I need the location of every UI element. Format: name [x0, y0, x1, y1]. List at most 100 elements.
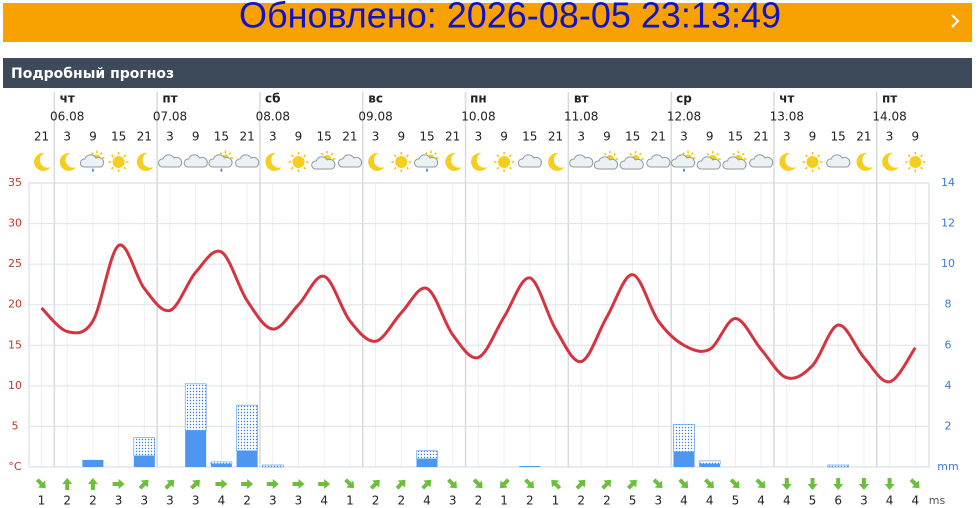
arrow-shape — [472, 478, 483, 489]
arrow-shape — [138, 479, 149, 490]
moon — [265, 152, 282, 171]
sun-ray — [425, 152, 428, 155]
day-name: пн — [470, 92, 487, 106]
chevron[interactable] — [951, 14, 960, 28]
y-tick-label: 15 — [8, 338, 22, 351]
sun — [112, 156, 125, 168]
moon — [368, 152, 385, 171]
wind-speed: 4 — [886, 494, 894, 508]
moon — [882, 152, 899, 171]
wind-speed: 3 — [654, 494, 662, 508]
wind-arrow — [138, 479, 149, 490]
weather-icon — [158, 154, 183, 168]
wind-arrow — [35, 478, 46, 489]
hour-label: 15 — [317, 130, 332, 144]
y-tick-label: 20 — [8, 298, 22, 311]
arrow-shape — [215, 479, 228, 489]
cloud — [619, 156, 644, 170]
weather-icon — [696, 151, 721, 170]
hour-label: 9 — [192, 130, 200, 144]
arrow-shape — [755, 478, 766, 489]
hour-label: 3 — [63, 130, 71, 144]
sun-ray — [393, 166, 397, 170]
wind-arrow — [833, 478, 844, 490]
weather-icon — [905, 152, 926, 172]
y2-tick-label: mm — [937, 460, 958, 473]
hour-label: 21 — [445, 130, 460, 144]
arrow-shape — [652, 478, 663, 489]
cloud — [671, 154, 696, 168]
precip-extra-bar — [698, 460, 721, 465]
sun-ray — [290, 154, 294, 158]
wind-arrow — [755, 478, 766, 489]
sun-ray — [638, 152, 642, 156]
wind-arrow — [575, 479, 586, 490]
hour-label: 3 — [475, 130, 483, 144]
wind-speed: 2 — [63, 494, 71, 508]
wind-speed: 3 — [860, 494, 868, 508]
wind-arrow — [729, 478, 740, 489]
sun-ray — [393, 154, 397, 158]
cloud — [593, 156, 619, 170]
arrow-shape — [344, 478, 355, 489]
day-name: чт — [60, 92, 75, 106]
weather-icon — [569, 154, 594, 168]
sun-ray — [123, 166, 127, 170]
y2-tick-label: 10 — [941, 257, 955, 270]
wind-arrow — [601, 479, 612, 490]
sun-ray — [817, 154, 821, 158]
sun-ray — [716, 152, 719, 156]
sun-ray — [91, 152, 94, 155]
hour-label: 3 — [372, 130, 380, 144]
wind-arrow — [369, 479, 380, 490]
wind-speed: 2 — [526, 494, 534, 508]
weather-icon — [779, 152, 796, 171]
arrow-shape — [190, 479, 200, 490]
weather-icon — [646, 154, 671, 168]
hour-label: 3 — [886, 130, 894, 144]
wind-speed: 2 — [475, 494, 483, 508]
moon — [445, 152, 462, 171]
wind-arrow — [266, 479, 279, 489]
sun-ray — [920, 154, 923, 158]
arrow-shape — [292, 479, 305, 489]
chart: °C5101520253035mm2468101214чт06.08пт07.0… — [8, 92, 959, 508]
y-tick-label: 25 — [8, 257, 22, 270]
y-tick-label: 35 — [8, 176, 22, 189]
wind-arrow — [395, 479, 406, 490]
sun-ray — [290, 166, 294, 170]
arrow-shape — [909, 478, 920, 489]
day-date: 11.08 — [564, 110, 598, 124]
weather-icon — [470, 152, 488, 171]
arrow-shape — [35, 478, 46, 489]
wind-speed: 3 — [166, 494, 174, 508]
wind-arrow — [87, 478, 98, 490]
hour-label: 15 — [625, 130, 640, 144]
hour-label: 9 — [295, 130, 303, 144]
cloud — [235, 154, 260, 168]
sun-ray — [219, 152, 223, 155]
hour-label: 21 — [342, 130, 357, 144]
wind-arrow — [858, 478, 869, 490]
arrow-shape — [395, 479, 406, 490]
hour-label: 3 — [166, 130, 174, 144]
wind-speed: 4 — [423, 494, 431, 508]
weather-icon — [265, 152, 282, 171]
weather-icon — [136, 152, 154, 171]
weather-icon — [517, 154, 542, 168]
wind-speed: 3 — [449, 494, 457, 508]
wind-arrow — [62, 478, 73, 490]
arrow-shape — [241, 479, 254, 489]
wind-speed: 6 — [834, 494, 842, 508]
wind-speed: 4 — [783, 494, 791, 508]
wind-arrow — [884, 478, 895, 490]
hour-label: 3 — [577, 130, 585, 144]
sun-ray — [228, 152, 232, 155]
wind-arrow — [652, 478, 663, 489]
moon — [470, 152, 488, 171]
precip-extra-bar — [184, 383, 207, 431]
precip-bar — [519, 465, 541, 467]
wind-arrow — [807, 478, 818, 490]
temperature-line — [40, 243, 917, 384]
